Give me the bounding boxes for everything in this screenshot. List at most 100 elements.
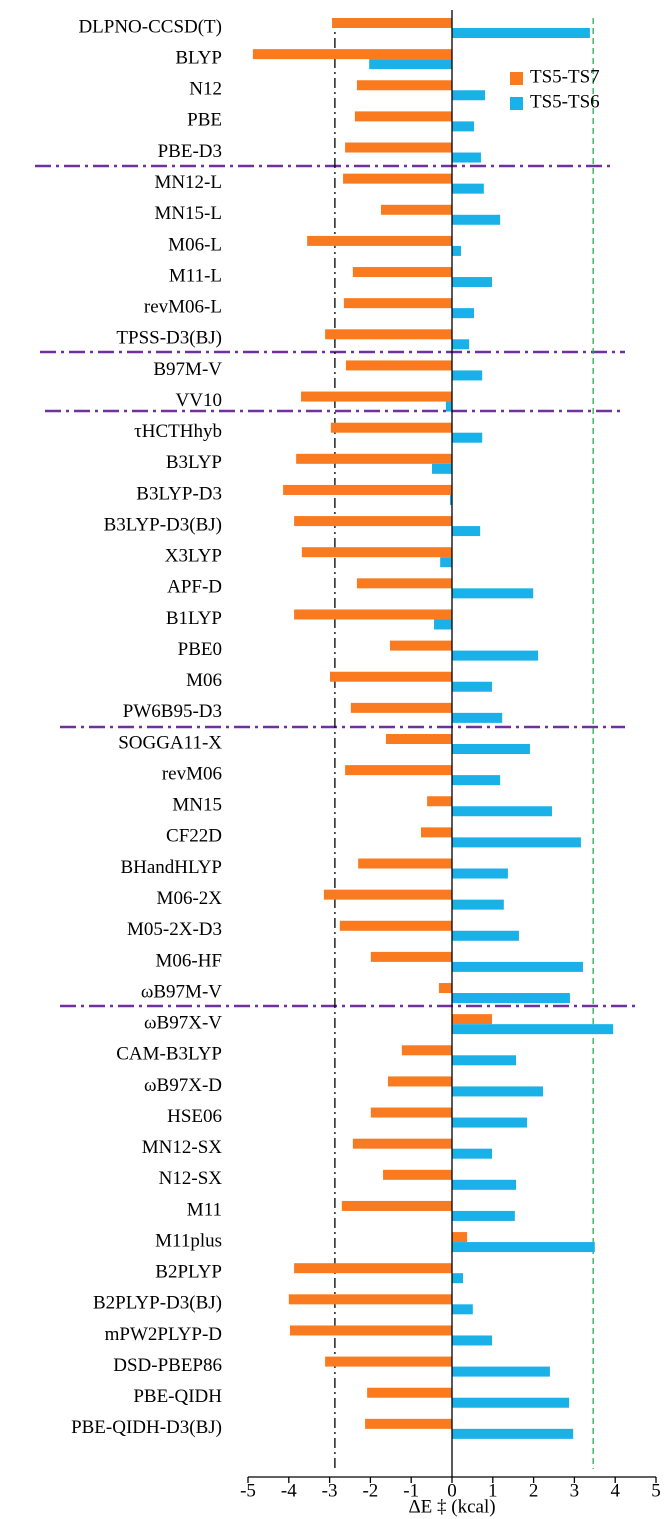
bar: [294, 609, 452, 620]
bar: [323, 889, 452, 900]
bar: [452, 214, 501, 225]
x-tick-label: 1: [488, 1480, 498, 1501]
bar: [452, 899, 504, 910]
y-tick-label: M06-2X: [157, 888, 223, 909]
y-tick-label: TPSS-D3(BJ): [116, 328, 222, 349]
bar: [339, 920, 452, 931]
bar: [452, 712, 503, 723]
bar: [301, 547, 452, 558]
y-tick-label: M11plus: [155, 1230, 222, 1251]
bar: [427, 796, 452, 807]
bar: [345, 765, 452, 776]
bar: [325, 329, 452, 340]
bar: [307, 235, 452, 246]
bar: [452, 1024, 614, 1035]
legend-label: TS5-TS6: [530, 91, 600, 112]
y-tick-label: M11-L: [169, 265, 222, 286]
bar: [385, 733, 452, 744]
y-tick-label: revM06: [162, 763, 222, 784]
y-tick-label: SOGGA11-X: [118, 732, 222, 753]
bar: [343, 173, 452, 184]
bar: [452, 961, 583, 972]
bar: [367, 1387, 452, 1398]
bar: [387, 1076, 452, 1087]
bar: [452, 183, 484, 194]
x-tick-label: -2: [362, 1480, 378, 1501]
y-tick-label: B1LYP: [166, 608, 222, 629]
bar: [452, 1117, 528, 1128]
y-tick-label: N12-SX: [159, 1168, 223, 1189]
bar: [345, 360, 452, 371]
separators: [35, 164, 635, 1008]
bar: [452, 370, 483, 381]
bar: [352, 267, 452, 278]
bar: [330, 671, 452, 682]
bar: [452, 681, 492, 692]
y-tick-label: B97M-V: [153, 359, 222, 380]
bar: [452, 1397, 570, 1408]
bar: [294, 1263, 452, 1274]
bar: [452, 121, 475, 132]
bar: [356, 80, 452, 91]
bar: [350, 702, 452, 713]
bar: [252, 49, 452, 60]
y-tick-label: MN15: [172, 795, 222, 816]
y-tick-label: B2PLYP-D3(BJ): [93, 1293, 222, 1314]
bar: [290, 1325, 452, 1336]
legend-swatch: [510, 97, 523, 110]
x-tick-label: 2: [529, 1480, 539, 1501]
y-tick-label: VV10: [176, 390, 222, 411]
bar: [452, 90, 486, 101]
y-tick-label: M06-L: [168, 234, 222, 255]
y-tick-label: PW6B95-D3: [123, 701, 222, 722]
bar: [452, 868, 508, 879]
y-tick-label: B3LYP-D3: [136, 483, 222, 504]
bar: [383, 1169, 452, 1180]
bar: [332, 18, 452, 28]
bar: [301, 391, 452, 402]
y-tick-label: ωB97X-V: [144, 1013, 222, 1034]
y-tick-label: X3LYP: [165, 546, 222, 567]
bar: [434, 619, 452, 630]
bar: [401, 1045, 452, 1056]
y-tick-label: ωB97X-D: [144, 1075, 222, 1096]
bar: [452, 1335, 492, 1346]
bar: [452, 1179, 517, 1190]
y-tick-label: N12: [189, 79, 222, 100]
x-tick-label: -1: [403, 1480, 419, 1501]
bar: [445, 401, 452, 412]
y-tick-label: MN12-SX: [142, 1137, 223, 1158]
bar: [365, 1418, 452, 1429]
bar: [288, 1294, 452, 1305]
x-axis-label: ΔE ‡ (kcal): [408, 1496, 495, 1517]
bar: [345, 142, 452, 153]
y-tick-label: MN12-L: [154, 172, 222, 193]
x-tick-label: -5: [240, 1480, 256, 1501]
bar: [452, 743, 530, 754]
y-tick-label: MN15-L: [154, 203, 222, 224]
bar: [452, 1428, 574, 1439]
x-tick-label: -4: [281, 1480, 297, 1501]
bar: [432, 463, 452, 474]
bar: [452, 152, 481, 163]
legend-label: TS5-TS7: [530, 66, 600, 87]
bar: [343, 298, 452, 309]
y-tick-label: APF-D: [167, 577, 222, 598]
bar: [356, 578, 452, 589]
bar: [358, 858, 452, 869]
bar: [370, 951, 452, 962]
bar: [452, 1210, 515, 1221]
y-tick-label: M05-2X-D3: [127, 919, 222, 940]
x-tick-label: -3: [322, 1480, 338, 1501]
bar: [325, 1356, 452, 1367]
x-tick-label: 5: [651, 1480, 661, 1501]
y-tick-label: CAM-B3LYP: [116, 1044, 222, 1065]
bar: [381, 204, 452, 215]
legend-swatch: [510, 72, 523, 85]
bar: [330, 422, 452, 433]
y-tick-label: PBE-QIDH-D3(BJ): [71, 1417, 222, 1438]
y-tick-label: PBE: [187, 110, 222, 131]
bar: [452, 806, 552, 817]
bar: [283, 484, 452, 495]
